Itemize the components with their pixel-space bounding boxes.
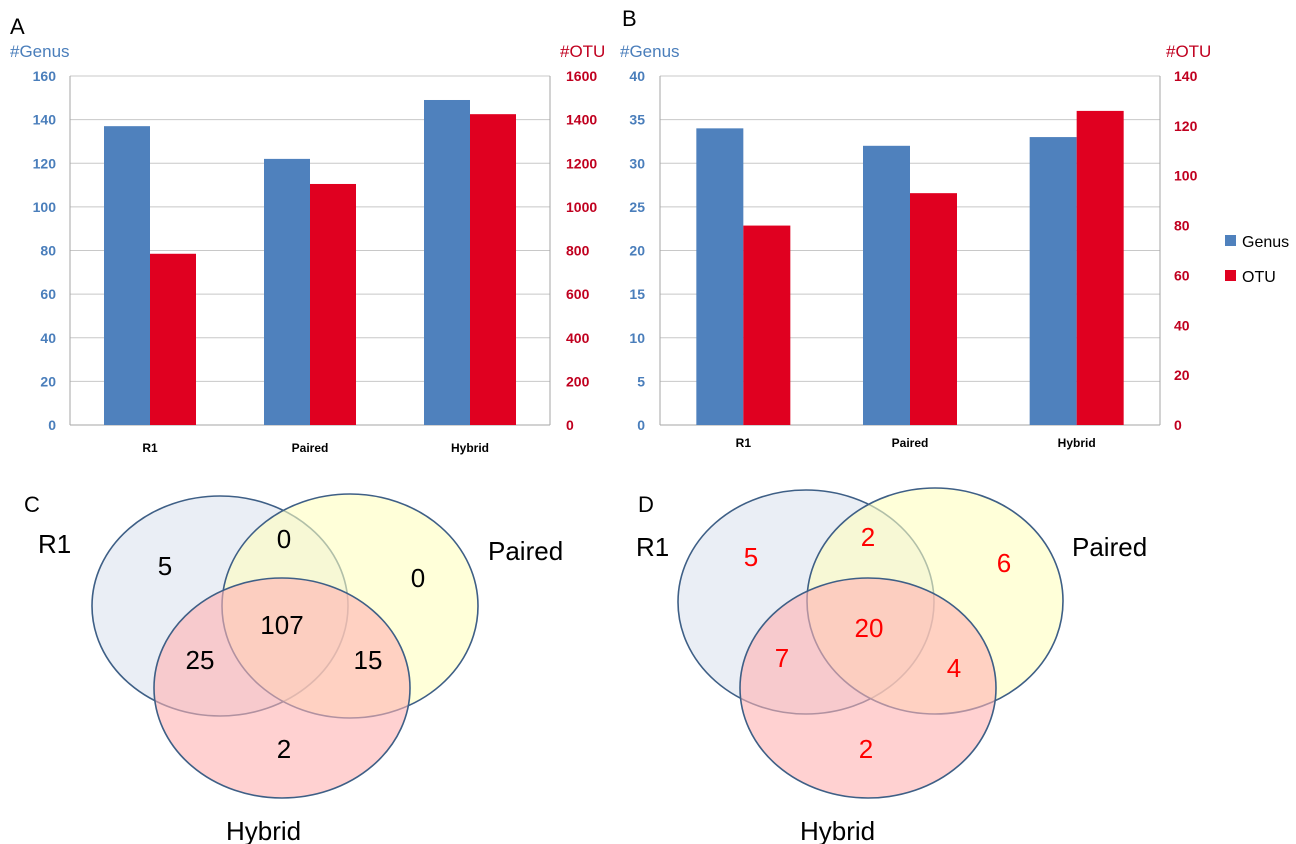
bars-b xyxy=(696,110,1124,426)
left-tick-label: 160 xyxy=(33,68,57,84)
venn-c-set-r1: R1 xyxy=(38,529,71,559)
right-tick-label: 60 xyxy=(1174,267,1190,283)
venn-d-set-hybrid: Hybrid xyxy=(800,816,875,844)
right-tick-label: 100 xyxy=(1174,168,1198,184)
venn-c-region-hybrid-only: 2 xyxy=(277,734,291,764)
left-tick-label: 140 xyxy=(33,112,57,128)
legend-label-otu: OTU xyxy=(1242,269,1276,286)
left-tick-label: 30 xyxy=(629,155,645,171)
left-tick-label: 100 xyxy=(33,199,57,215)
venn-c-region-all: 107 xyxy=(260,610,303,640)
right-tick-label: 200 xyxy=(566,373,590,389)
left-tick-label: 40 xyxy=(40,330,56,346)
left-tick-label: 25 xyxy=(629,199,645,215)
left-tick-label: 80 xyxy=(40,243,56,259)
venn-c-set-hybrid: Hybrid xyxy=(226,816,301,844)
venn-d-region-r1-only: 5 xyxy=(744,542,758,572)
legend-label-genus: Genus xyxy=(1242,234,1289,251)
panel-label-d: D xyxy=(638,492,654,517)
bar-otu-hybrid xyxy=(1076,110,1124,426)
left-tick-label: 20 xyxy=(40,373,56,389)
right-axis-title-a: #OTU xyxy=(560,42,605,61)
right-tick-label: 400 xyxy=(566,330,590,346)
venn-c-region-paired-only: 0 xyxy=(411,563,425,593)
bar-genus-paired xyxy=(863,145,910,426)
left-tick-label: 15 xyxy=(629,286,645,302)
category-label-r1: R1 xyxy=(142,441,158,455)
legend-swatch-genus xyxy=(1225,235,1236,246)
right-tick-label: 600 xyxy=(566,286,590,302)
left-tick-label: 60 xyxy=(40,286,56,302)
left-tick-label: 5 xyxy=(637,373,645,389)
bar-genus-r1 xyxy=(104,126,150,425)
bar-otu-r1 xyxy=(743,225,791,425)
left-axis-title-b: #Genus xyxy=(620,42,680,61)
category-label-hybrid: Hybrid xyxy=(1058,436,1096,450)
bars-a xyxy=(104,99,516,426)
venn-c-region-r1-paired: 0 xyxy=(277,524,291,554)
right-tick-label: 120 xyxy=(1174,118,1198,134)
category-label-r1: R1 xyxy=(736,436,752,450)
venn-c-region-paired-hybrid: 15 xyxy=(354,645,383,675)
legend-swatch-otu xyxy=(1225,270,1236,281)
venn-c-set-paired: Paired xyxy=(488,536,563,566)
bar-otu-hybrid xyxy=(470,114,516,425)
venn-d-region-hybrid-only: 2 xyxy=(859,734,873,764)
right-tick-label: 140 xyxy=(1174,68,1198,84)
left-axis-title-a: #Genus xyxy=(10,42,70,61)
right-tick-label: 800 xyxy=(566,243,590,259)
left-tick-label: 40 xyxy=(629,68,645,84)
right-tick-label: 80 xyxy=(1174,218,1190,234)
right-tick-label: 1200 xyxy=(566,155,597,171)
venn-c-circle-hybrid xyxy=(153,577,411,799)
venn-d-region-all: 20 xyxy=(855,613,884,643)
venn-d-region-paired-hybrid: 4 xyxy=(947,653,961,683)
bar-otu-paired xyxy=(310,183,356,425)
venn-d: R1 Paired Hybrid 5 2 6 20 7 4 2 xyxy=(636,487,1147,844)
legend: Genus OTU xyxy=(1225,234,1289,286)
venn-d-circle-hybrid xyxy=(739,577,997,799)
category-label-paired: Paired xyxy=(892,436,929,450)
right-tick-label: 1000 xyxy=(566,199,597,215)
bar-genus-hybrid xyxy=(424,99,470,426)
venn-d-region-r1-paired: 2 xyxy=(861,522,875,552)
category-label-hybrid: Hybrid xyxy=(451,441,489,455)
bar-otu-r1 xyxy=(150,253,196,425)
right-tick-label: 0 xyxy=(566,417,574,433)
bar-genus-hybrid xyxy=(1029,137,1077,425)
venn-c: R1 Paired Hybrid 5 0 0 107 25 15 2 xyxy=(38,493,563,844)
venn-d-region-paired-only: 6 xyxy=(997,548,1011,578)
venn-d-set-r1: R1 xyxy=(636,532,669,562)
right-tick-label: 0 xyxy=(1174,417,1182,433)
left-tick-label: 10 xyxy=(629,330,645,346)
chart-a: #Genus #OTU 0204060801001201401600200400… xyxy=(10,42,605,455)
right-tick-label: 1400 xyxy=(566,112,597,128)
bar-otu-paired xyxy=(910,193,957,425)
panel-label-a: A xyxy=(10,14,25,39)
category-label-paired: Paired xyxy=(292,441,329,455)
left-tick-label: 120 xyxy=(33,155,57,171)
right-axis-title-b: #OTU xyxy=(1166,42,1211,61)
left-tick-label: 20 xyxy=(629,243,645,259)
venn-c-region-r1-hybrid: 25 xyxy=(186,645,215,675)
left-tick-label: 0 xyxy=(48,417,56,433)
right-tick-label: 20 xyxy=(1174,367,1190,383)
right-tick-label: 40 xyxy=(1174,317,1190,333)
venn-c-region-r1-only: 5 xyxy=(158,551,172,581)
panel-label-b: B xyxy=(622,6,637,31)
bar-genus-paired xyxy=(264,158,310,425)
panel-label-c: C xyxy=(24,492,40,517)
left-tick-label: 0 xyxy=(637,417,645,433)
chart-b: #Genus #OTU 0 5 10 15 20 25 30 35 40 0 20 40 60 80 100… xyxy=(620,42,1211,450)
right-tick-label: 1600 xyxy=(566,68,597,84)
venn-d-set-paired: Paired xyxy=(1072,532,1147,562)
venn-d-region-r1-hybrid: 7 xyxy=(775,643,789,673)
bar-genus-r1 xyxy=(696,128,744,425)
left-tick-label: 35 xyxy=(629,112,645,128)
